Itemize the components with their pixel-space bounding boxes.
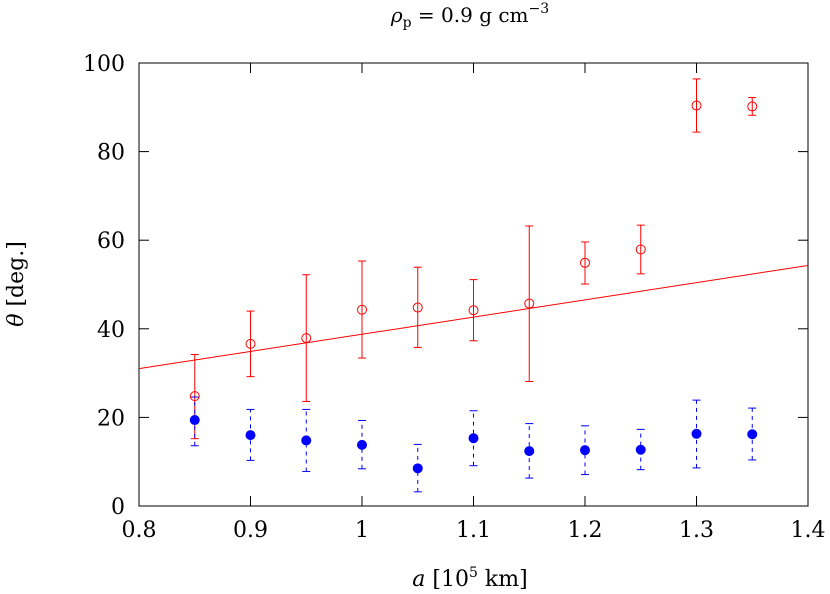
data-point-open — [301, 333, 312, 344]
data-point-filled — [301, 435, 312, 446]
x-tick-label: 1.1 — [456, 518, 491, 543]
xlabel-pre: [10 — [425, 567, 469, 592]
y-tick-label: 0 — [111, 495, 125, 520]
data-point-open — [524, 298, 535, 309]
x-tick-label: 1.3 — [679, 518, 714, 543]
ylabel-text: [deg.] — [4, 241, 29, 313]
data-point-open — [468, 305, 479, 316]
data-point-open — [412, 302, 423, 313]
x-tick-label: 0.8 — [122, 518, 157, 543]
y-tick-label: 80 — [97, 141, 125, 166]
data-point-open — [189, 391, 200, 402]
data-point-filled — [245, 430, 256, 441]
y-tick-labels: 0 20 40 60 80 100 — [83, 52, 125, 520]
x-tick-label: 0.9 — [233, 518, 268, 543]
xlabel-post: km] — [478, 567, 528, 592]
data-point-filled — [189, 415, 200, 426]
y-tick-label: 100 — [83, 52, 125, 77]
data-point-filled — [357, 439, 367, 450]
data-point-filled — [747, 429, 758, 440]
data-point-filled — [580, 445, 590, 456]
x-tick-labels: 0.8 0.9 1 1.1 1.2 1.3 1.4 — [122, 518, 826, 543]
x-axis-label: a [105 km] — [412, 565, 527, 592]
x-tick-label: 1 — [355, 518, 369, 543]
ylabel-symbol: θ — [4, 314, 29, 327]
data-point-open — [691, 100, 702, 111]
data-point-open — [747, 101, 758, 112]
data-point-open — [245, 338, 256, 349]
xlabel-superscript: 5 — [469, 565, 478, 581]
y-tick-label: 20 — [97, 406, 125, 431]
data-markers — [189, 100, 758, 474]
data-point-open — [357, 304, 367, 315]
data-point-open — [580, 257, 590, 268]
xlabel-symbol: a — [412, 567, 425, 592]
data-point-filled — [412, 463, 423, 474]
data-point-filled — [691, 428, 702, 439]
x-tick-label: 1.4 — [791, 518, 826, 543]
data-point-filled — [524, 446, 535, 457]
title-symbol: ρ — [390, 3, 403, 27]
y-tick-label: 40 — [97, 318, 125, 343]
title-superscript: −3 — [529, 1, 550, 17]
data-point-open — [635, 244, 646, 255]
title-text: = 0.9 g cm — [412, 3, 529, 27]
y-tick-label: 60 — [97, 229, 125, 254]
data-point-filled — [468, 433, 479, 444]
x-tick-label: 1.2 — [568, 518, 603, 543]
chart-title: ρp = 0.9 g cm−3 — [390, 1, 549, 31]
y-axis-label: θ [deg.] — [4, 241, 29, 327]
title-subscript: p — [403, 15, 412, 31]
tick-marks — [138, 62, 809, 507]
error-bars — [190, 78, 757, 493]
data-point-filled — [635, 444, 646, 455]
